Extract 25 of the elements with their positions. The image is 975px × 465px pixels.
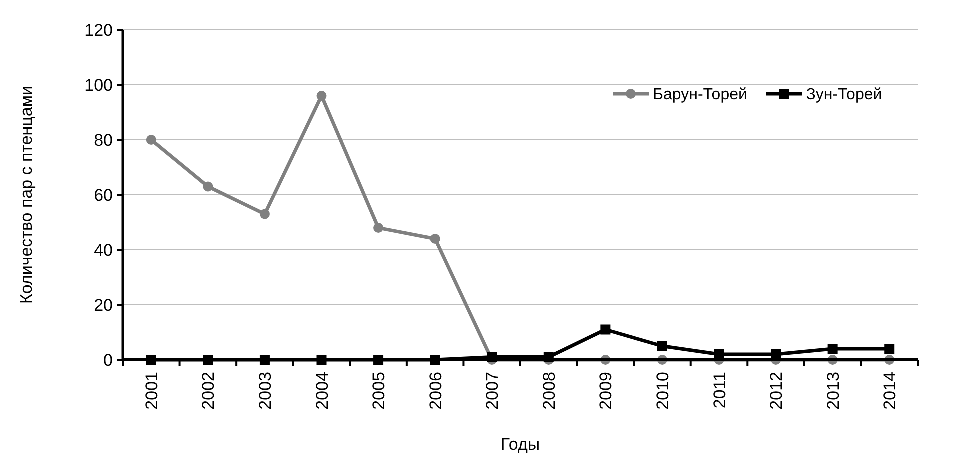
y-tick-label: 20 [94, 296, 113, 315]
y-axis-title: Количество пар с птенцами [17, 86, 36, 304]
x-tick-label: 2014 [880, 372, 900, 410]
y-tick-label: 80 [94, 130, 113, 150]
y-tick-label: 0 [104, 350, 113, 370]
x-tick-label: 2010 [653, 372, 672, 410]
x-tick-label: 2009 [596, 372, 616, 410]
y-tick-label: 100 [84, 76, 113, 95]
x-tick-label: 2011 [710, 372, 730, 409]
legend-label: Барун-Торей [653, 86, 748, 104]
x-axis-title: Годы [500, 435, 540, 454]
y-tick-label: 120 [84, 20, 113, 40]
x-tick-label: 2006 [426, 372, 446, 410]
x-tick-label: 2003 [256, 372, 275, 410]
x-tick-label: 2002 [199, 372, 218, 410]
x-tick-label: 2005 [370, 372, 389, 410]
legend-label: Зун-Торей [806, 86, 882, 104]
x-tick-label: 2004 [312, 372, 332, 410]
x-tick-label: 2013 [824, 372, 843, 410]
x-tick-label: 2001 [142, 372, 162, 410]
x-tick-label: 2007 [483, 372, 502, 410]
y-tick-label: 60 [94, 186, 113, 205]
x-tick-label: 2008 [540, 372, 559, 410]
x-tick-label: 2012 [767, 372, 786, 410]
y-tick-label: 40 [94, 240, 113, 260]
